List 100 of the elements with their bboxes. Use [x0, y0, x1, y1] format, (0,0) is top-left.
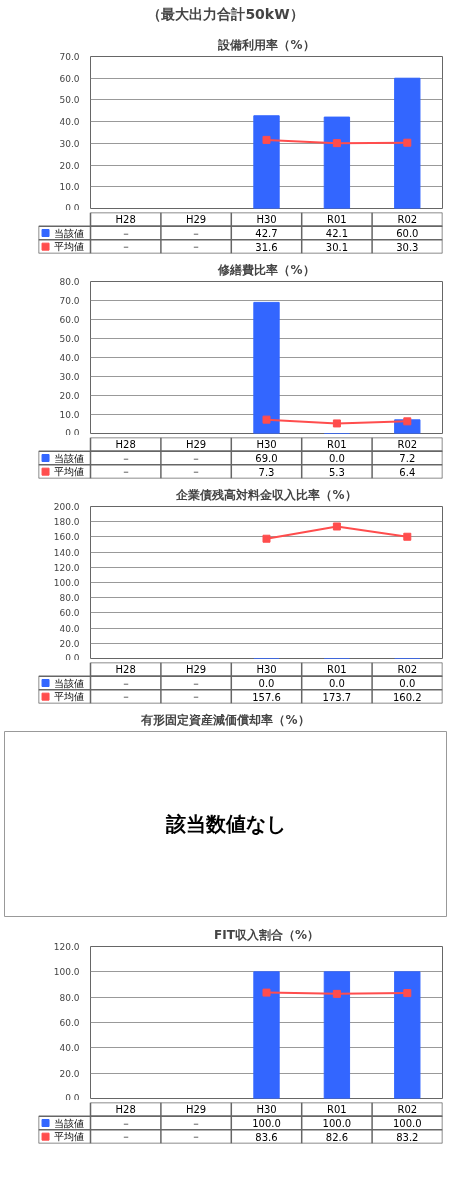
data-label: 160.2: [392, 691, 422, 703]
text: （最大出力合計50kW）: [147, 5, 304, 22]
x-tick-label: H28: [115, 663, 136, 675]
x-tick-label: R02: [397, 438, 418, 450]
y-tick-label: 0.0: [65, 427, 80, 438]
chart-title: 企業債残高対料金収入比率（%）: [175, 487, 357, 502]
data-label: 0.0: [399, 678, 416, 689]
y-tick-label: 80.0: [59, 593, 80, 604]
y-tick-label: 40.0: [59, 1043, 80, 1054]
x-tick-label: R02: [397, 663, 418, 675]
legend-label: 当該値: [53, 1117, 84, 1129]
x-tick-label: H30: [256, 438, 277, 450]
legend-label: 平均値: [53, 466, 84, 478]
y-tick-label: 120.0: [53, 562, 80, 573]
text: －: [120, 691, 131, 703]
text: －: [191, 452, 202, 464]
x-tick-label: R02: [397, 1103, 418, 1115]
legend-label: 当該値: [53, 227, 84, 239]
text: －: [120, 241, 131, 253]
text: －: [120, 677, 131, 689]
legend-label: 当該値: [53, 677, 84, 689]
x-tick-label: H30: [256, 213, 277, 225]
y-tick-label: 10.0: [59, 182, 80, 193]
y-tick-label: 40.0: [59, 353, 80, 363]
text: －: [191, 227, 202, 239]
x-tick-label: H30: [256, 1103, 277, 1115]
y-tick-label: 0.0: [65, 652, 80, 663]
data-label: 0.0: [328, 678, 345, 689]
y-tick-label: 60.0: [59, 73, 80, 84]
text: －: [191, 241, 202, 253]
data-label: 6.4: [399, 466, 416, 478]
y-tick-label: 60.0: [59, 1018, 80, 1028]
data-label: 83.2: [396, 1131, 419, 1143]
data-label: 30.1: [325, 241, 349, 253]
x-tick-label: R01: [327, 1103, 347, 1115]
text: 有形固定資産減価償却率（%）: [140, 712, 310, 727]
y-tick-label: 160.0: [53, 532, 80, 543]
y-tick-label: 100.0: [53, 578, 80, 588]
data-label: 157.6: [252, 691, 281, 703]
y-tick-label: 60.0: [59, 608, 80, 619]
data-label: 7.2: [399, 453, 416, 464]
text: 該当数値なし: [164, 812, 286, 836]
x-tick-label: H30: [256, 663, 277, 675]
text: －: [191, 691, 202, 703]
y-tick-label: 30.0: [59, 138, 80, 149]
y-tick-label: 10.0: [59, 410, 80, 420]
text: －: [120, 227, 131, 239]
y-tick-label: 0.0: [65, 1092, 80, 1103]
data-label: 60.0: [396, 228, 419, 239]
chart-title: 修繕費比率（%）: [217, 262, 315, 277]
data-label: 100.0: [322, 1118, 352, 1129]
text: －: [120, 1117, 131, 1129]
text: －: [120, 452, 131, 464]
y-tick-label: 20.0: [59, 638, 80, 649]
data-label: 5.3: [328, 466, 345, 478]
y-tick-label: 0.0: [65, 202, 80, 213]
data-label: 100.0: [392, 1118, 422, 1129]
x-tick-label: H28: [115, 1103, 136, 1115]
x-tick-label: R02: [397, 213, 418, 225]
data-label: 100.0: [252, 1118, 281, 1129]
y-tick-label: 80.0: [59, 992, 80, 1003]
legend-label: 平均値: [53, 241, 84, 253]
y-tick-label: 20.0: [59, 391, 80, 401]
legend-label: 当該値: [53, 452, 84, 464]
y-tick-label: 50.0: [59, 334, 80, 344]
data-label: 173.7: [322, 691, 352, 703]
chart-title: FIT収入割合（%）: [214, 927, 319, 942]
data-label: 0.0: [258, 678, 275, 689]
y-tick-label: 60.0: [59, 315, 80, 325]
legend-label: 平均値: [53, 691, 84, 703]
text: －: [191, 1117, 202, 1129]
y-tick-label: 70.0: [59, 52, 80, 62]
chart-title: 設備利用率（%）: [217, 37, 315, 52]
text: －: [120, 1131, 131, 1143]
data-label: 83.6: [255, 1131, 278, 1143]
legend-label: 平均値: [53, 1131, 84, 1143]
y-tick-label: 40.0: [59, 623, 80, 634]
x-tick-label: H28: [115, 213, 136, 225]
y-tick-label: 20.0: [59, 160, 80, 171]
y-tick-label: 70.0: [59, 296, 80, 306]
y-tick-label: 100.0: [53, 967, 80, 978]
y-tick-label: 50.0: [59, 95, 80, 106]
x-tick-label: R01: [327, 438, 347, 450]
y-tick-label: 140.0: [53, 547, 80, 558]
y-tick-label: 180.0: [53, 517, 80, 528]
data-label: 31.6: [255, 241, 278, 253]
x-tick-label: H29: [185, 663, 207, 675]
data-label: 69.0: [255, 453, 278, 464]
text: －: [191, 1131, 202, 1143]
x-tick-label: R01: [327, 213, 347, 225]
y-tick-label: 120.0: [53, 942, 80, 952]
y-tick-label: 40.0: [59, 117, 80, 128]
x-tick-label: H29: [185, 213, 207, 225]
y-tick-label: 80.0: [59, 277, 80, 287]
text: －: [120, 466, 131, 478]
x-tick-label: H29: [185, 438, 207, 450]
text: －: [191, 466, 202, 478]
data-label: 7.3: [258, 466, 275, 478]
data-label: 0.0: [328, 453, 345, 464]
data-label: 82.6: [325, 1131, 349, 1143]
